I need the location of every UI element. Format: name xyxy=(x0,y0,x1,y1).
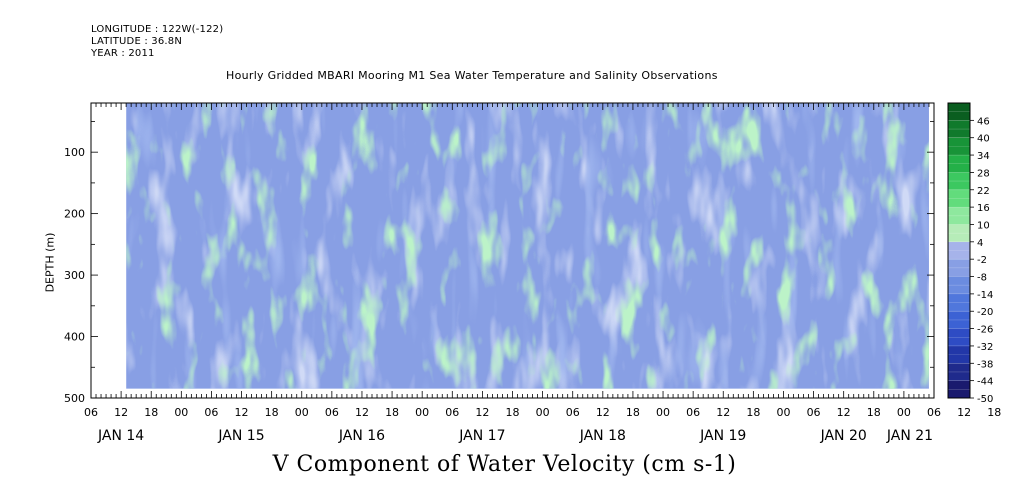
x-hour-tick-label: 12 xyxy=(475,406,489,419)
heatmap-texture-green xyxy=(126,103,929,389)
x-hour-tick-label: 18 xyxy=(265,406,279,419)
year-label: YEAR : 2011 xyxy=(91,48,155,59)
x-day-label: JAN 21 xyxy=(886,428,933,444)
x-hour-tick-label: 06 xyxy=(927,406,941,419)
latitude-label: LATITUDE : 36.8N xyxy=(91,36,183,47)
x-hour-tick-label: 12 xyxy=(837,406,851,419)
colorbar-tick-label: -44 xyxy=(977,377,993,388)
colorbar-swatch xyxy=(948,259,970,277)
colorbar-tick-label: -2 xyxy=(977,255,987,266)
x-day-label: JAN 14 xyxy=(97,428,144,444)
x-hour-tick-label: 00 xyxy=(174,406,188,419)
colorbar-swatch xyxy=(948,276,970,294)
colorbar-frame xyxy=(947,102,971,399)
y-tick-label: 100 xyxy=(64,146,85,159)
x-hour-tick-label: 06 xyxy=(84,406,98,419)
colorbar-swatch xyxy=(948,328,970,346)
colorbar-swatch xyxy=(948,311,970,329)
colorbar-tick-label: -50 xyxy=(977,394,993,405)
colorbar: 46 40 34 28 22 16 10 4 -2 -8 -14 -20 -26 -32 -38 -44 -50 xyxy=(947,102,993,405)
colorbar-variable-label: V Component of Water Velocity (cm s-1) xyxy=(272,452,737,477)
colorbar-tick-label: -32 xyxy=(977,342,993,353)
colorbar-tick-label: -8 xyxy=(977,273,987,284)
x-hour-tick-label: 12 xyxy=(235,406,249,419)
x-hour-tick-label: 06 xyxy=(325,406,339,419)
x-hour-tick-label: 18 xyxy=(987,406,1001,419)
colorbar-tick-label: -38 xyxy=(977,359,993,370)
x-hour-tick-label: 00 xyxy=(295,406,309,419)
colorbar-tick-label: -14 xyxy=(977,290,993,301)
x-day-label: JAN 16 xyxy=(338,428,385,444)
x-hour-tick-label: 18 xyxy=(506,406,520,419)
longitude-label: LONGITUDE : 122W(-122) xyxy=(91,24,224,35)
colorbar-swatch xyxy=(948,120,970,138)
colorbar-swatch xyxy=(948,224,970,242)
colorbar-swatch xyxy=(948,155,970,173)
axes: 06 12 18 00 06 12 18 00 06 12 18 00 06 12 18 00 06 12 18 00… xyxy=(64,102,1001,444)
x-day-label: JAN 17 xyxy=(458,428,505,444)
x-hour-tick-label: 06 xyxy=(686,406,700,419)
colorbar-tick-label: 34 xyxy=(977,151,990,162)
colorbar-tick-label: 10 xyxy=(977,220,990,231)
y-tick-label: 500 xyxy=(64,392,85,405)
colorbar-tick-label: 22 xyxy=(977,186,990,197)
x-hour-tick-label: 00 xyxy=(776,406,790,419)
colorbar-swatch xyxy=(948,207,970,225)
colorbar-tick-label: 4 xyxy=(977,238,983,249)
x-hour-tick-label: 06 xyxy=(566,406,580,419)
x-hour-tick-label: 00 xyxy=(656,406,670,419)
heatmap-field xyxy=(126,103,929,389)
x-hour-tick-label: 12 xyxy=(596,406,610,419)
x-hour-tick-label: 06 xyxy=(204,406,218,419)
x-day-label: JAN 19 xyxy=(699,428,746,444)
colorbar-swatch xyxy=(948,241,970,260)
x-hour-tick-label: 12 xyxy=(957,406,971,419)
colorbar-tick-label: 28 xyxy=(977,168,990,179)
x-hour-tick-label: 18 xyxy=(746,406,760,419)
x-hour-tick-label: 00 xyxy=(415,406,429,419)
x-hour-tick-label: 12 xyxy=(716,406,730,419)
colorbar-swatch xyxy=(948,345,970,364)
x-hour-tick-label: 12 xyxy=(114,406,128,419)
x-hour-tick-label: 18 xyxy=(144,406,158,419)
colorbar-tick-label: 16 xyxy=(977,203,990,214)
colorbar-tick-label: -26 xyxy=(977,325,993,336)
x-day-label: JAN 20 xyxy=(820,428,867,444)
x-hour-tick-label: 00 xyxy=(897,406,911,419)
colorbar-tick-label: -20 xyxy=(977,307,993,318)
y-tick-label: 400 xyxy=(64,331,85,344)
x-day-label: JAN 18 xyxy=(579,428,626,444)
colorbar-swatch xyxy=(948,137,970,156)
colorbar-swatch xyxy=(948,293,970,312)
x-hour-tick-label: 18 xyxy=(385,406,399,419)
colorbar-tick-label: 40 xyxy=(977,134,990,145)
colorbar-tick-label: 46 xyxy=(977,116,990,127)
colorbar-swatch xyxy=(948,172,970,190)
y-tick-label: 300 xyxy=(64,269,85,282)
x-hour-tick-label: 06 xyxy=(445,406,459,419)
colorbar-swatch xyxy=(948,103,970,121)
chart-title: Hourly Gridded MBARI Mooring M1 Sea Wate… xyxy=(226,69,718,82)
x-hour-tick-label: 00 xyxy=(536,406,550,419)
colorbar-swatch xyxy=(948,363,970,381)
x-hour-tick-label: 06 xyxy=(807,406,821,419)
colorbar-swatch xyxy=(948,380,970,398)
colorbar-swatch xyxy=(948,189,970,208)
y-tick-label: 200 xyxy=(64,208,85,221)
x-hour-tick-label: 18 xyxy=(626,406,640,419)
x-hour-tick-label: 18 xyxy=(867,406,881,419)
x-day-label: JAN 15 xyxy=(217,428,264,444)
x-hour-tick-label: 12 xyxy=(355,406,369,419)
